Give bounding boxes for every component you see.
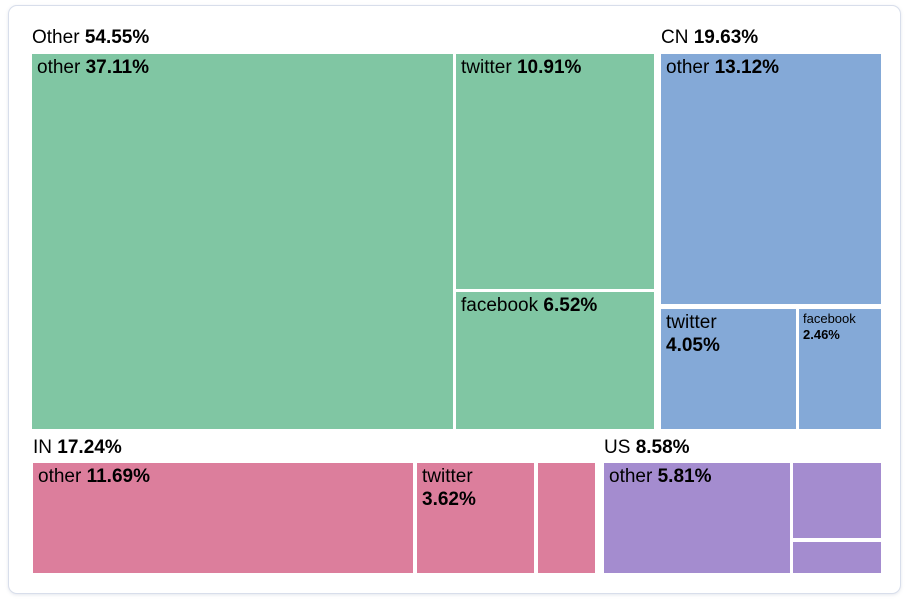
cell-us-unlabeled-top[interactable]: [793, 463, 881, 538]
cell-label: twitter 4.05%: [666, 312, 720, 356]
group-label-cn: CN 19.63%: [661, 26, 758, 49]
cell-in-twitter[interactable]: twitter 3.62%: [417, 463, 534, 573]
group-name: IN: [33, 437, 52, 458]
treemap-card: Other 54.55% CN 19.63% IN 17.24% US 8.58…: [8, 5, 901, 594]
cell-label: other 5.81%: [609, 466, 712, 487]
cell-label: facebook 2.46%: [803, 311, 856, 342]
group-share: 8.58%: [635, 437, 690, 458]
cell-other-twitter[interactable]: twitter 10.91%: [456, 54, 654, 289]
cell-in-other[interactable]: other 11.69%: [33, 463, 413, 573]
cell-label: twitter 3.62%: [422, 466, 476, 510]
cell-us-other[interactable]: other 5.81%: [604, 463, 790, 573]
group-share: 17.24%: [57, 437, 122, 458]
cell-label: other 13.12%: [666, 57, 780, 78]
group-share: 54.55%: [84, 27, 150, 48]
cell-other-facebook[interactable]: facebook 6.52%: [456, 292, 654, 429]
group-name: CN: [661, 27, 689, 48]
cell-label: twitter 10.91%: [461, 57, 582, 78]
cell-other-other[interactable]: other 37.11%: [32, 54, 453, 429]
group-label-other: Other 54.55%: [32, 26, 149, 49]
group-label-in: IN 17.24%: [33, 436, 122, 459]
group-name: Other: [32, 27, 80, 48]
group-share: 19.63%: [693, 27, 759, 48]
cell-label: other 37.11%: [37, 57, 149, 78]
cell-us-unlabeled-bottom[interactable]: [793, 542, 881, 573]
cell-cn-twitter[interactable]: twitter 4.05%: [661, 309, 796, 429]
cell-cn-other[interactable]: other 13.12%: [661, 54, 881, 304]
cell-label: facebook 6.52%: [461, 295, 598, 316]
cell-label: other 11.69%: [38, 466, 150, 487]
cell-cn-facebook[interactable]: facebook 2.46%: [799, 309, 881, 429]
cell-in-unlabeled[interactable]: [538, 463, 595, 573]
group-name: US: [604, 437, 631, 458]
group-label-us: US 8.58%: [604, 436, 690, 459]
